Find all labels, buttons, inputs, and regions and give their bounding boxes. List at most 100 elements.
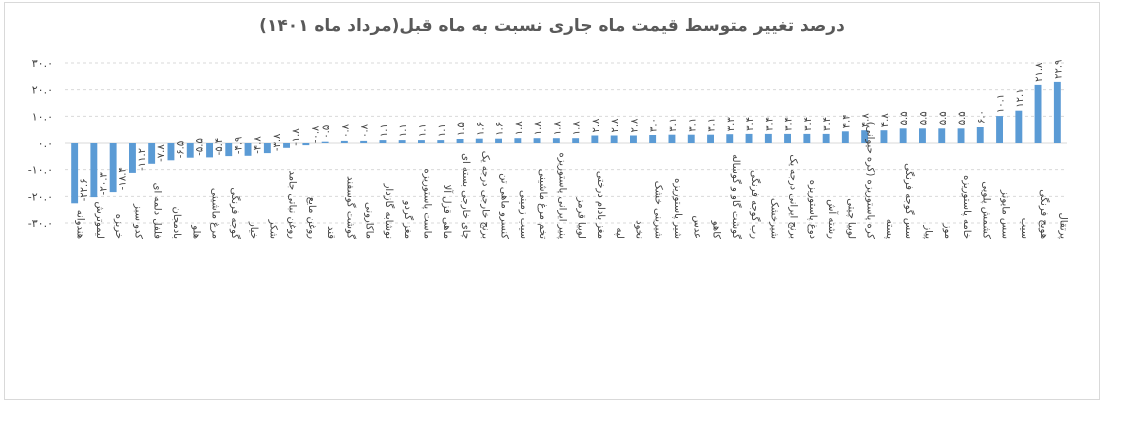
bar xyxy=(976,127,984,143)
category-label: لیموترش xyxy=(94,201,105,239)
bar xyxy=(109,143,117,193)
bar xyxy=(302,143,310,146)
category-label: خیار xyxy=(248,221,259,239)
category-label: نوشابه گازدار xyxy=(383,183,395,239)
bar xyxy=(745,133,753,143)
bar xyxy=(803,133,811,143)
bar-layer xyxy=(71,81,1061,204)
category-label: ماست پاستوریزه xyxy=(422,168,433,239)
category-label: لوبیا چیتی xyxy=(845,198,856,239)
category-label: عدس xyxy=(691,216,702,239)
category-label: گوشت گاو و گوساله xyxy=(730,154,742,239)
data-label: ۵.۵ xyxy=(919,111,930,125)
bar xyxy=(957,128,965,143)
data-label: -۵.۵ xyxy=(195,138,206,156)
bar xyxy=(225,143,233,157)
bar xyxy=(630,135,637,143)
data-label: ۱.۶ xyxy=(475,122,486,136)
data-label: ۲.۸ xyxy=(629,118,640,133)
bar xyxy=(360,140,368,143)
bar xyxy=(726,134,734,143)
y-tick-label: -۲۰.۰ xyxy=(28,190,53,203)
data-label: ۰.۸ xyxy=(340,123,351,138)
bar xyxy=(167,143,175,161)
bar xyxy=(610,135,618,143)
data-label: -۳.۸ xyxy=(272,133,283,151)
y-tick-label: -۳۰.۰ xyxy=(28,217,53,230)
category-label: برنج ایرانی درجه یک xyxy=(788,154,799,239)
data-label: ۶.۰ xyxy=(976,110,987,124)
data-label: -۱۸.۴ xyxy=(118,167,129,190)
data-label: ۱.۱ xyxy=(398,123,409,137)
data-label: ۳.۴ xyxy=(822,117,833,131)
bar xyxy=(514,138,522,143)
bar xyxy=(784,133,791,143)
bar xyxy=(899,128,907,143)
category-label: لوبیا قرمز xyxy=(576,197,587,239)
data-label: ۱.۱ xyxy=(437,123,448,137)
category-label: کنسرو ماهی تن xyxy=(499,173,510,239)
data-label: ۳.۱ xyxy=(707,118,718,132)
category-label: بادمجان xyxy=(171,207,182,240)
category-label: کدو سبز xyxy=(132,203,143,239)
data-label: ۳.۰ xyxy=(649,118,660,132)
data-label: -۴.۸ xyxy=(253,136,264,154)
category-label: خامه پاستوریزه xyxy=(961,175,972,239)
bar xyxy=(495,138,502,143)
bar xyxy=(321,141,329,143)
category-label: سس مایونز xyxy=(1000,189,1011,239)
category-label: کاهو xyxy=(711,220,722,239)
category-label: لپه xyxy=(614,228,625,239)
category-label: شیرینی خشک xyxy=(653,181,664,239)
bar xyxy=(418,140,425,143)
category-label: گوشت گوسفند xyxy=(344,176,356,239)
bar xyxy=(668,134,676,143)
category-label: فلفل دلمه ای xyxy=(152,183,163,240)
y-tick-label: -۱۰.۰ xyxy=(28,164,53,177)
category-label: روغن نباتی جامد xyxy=(287,170,298,239)
category-label: خربزه xyxy=(113,214,124,239)
data-label: ۰.۸ xyxy=(360,123,371,138)
bar xyxy=(1053,81,1061,143)
data-label: ۲۱.۸ xyxy=(1034,62,1045,82)
data-label: ۵.۵ xyxy=(899,111,910,125)
data-label: ۳.۱ xyxy=(668,118,679,132)
data-label: ۲.۸ xyxy=(591,118,602,133)
data-label: ۳.۱ xyxy=(687,118,698,132)
bar xyxy=(283,143,290,148)
data-label: ۳.۴ xyxy=(764,117,775,131)
category-label: مرغ ماشینی xyxy=(210,188,221,239)
bar xyxy=(938,128,946,143)
bar xyxy=(148,143,156,164)
data-label: ۱.۸ xyxy=(514,121,525,136)
bar xyxy=(340,140,348,143)
bar xyxy=(90,143,98,198)
bar xyxy=(475,138,483,143)
price-change-chart: درصد تغییر متوسط قیمت ماه جاری نسبت به م… xyxy=(28,16,1069,240)
bar xyxy=(707,134,714,143)
data-label: -۱.۸ xyxy=(291,128,302,146)
data-label: ۱.۱ xyxy=(379,123,390,137)
category-label: شیرخشک xyxy=(768,198,779,239)
data-label: ۳.۴ xyxy=(745,117,756,131)
bar xyxy=(1015,110,1023,143)
category-label: سیب xyxy=(1019,218,1030,239)
data-label: ۰.۵ xyxy=(321,125,332,139)
category-label: موز xyxy=(942,223,953,239)
category-label: شیر پاستوریزه xyxy=(672,178,683,239)
category-label: گوجه فرنگی xyxy=(229,187,241,239)
chart-frame: درصد تغییر متوسط قیمت ماه جاری نسبت به م… xyxy=(4,2,1100,400)
data-label: ۱۰.۱ xyxy=(996,94,1007,113)
bar xyxy=(764,133,772,143)
category-label: کره پاستوریزه (کره حیوانی) xyxy=(865,122,876,240)
category-label: مغز گردو xyxy=(402,200,414,239)
data-label: ۱.۱ xyxy=(418,123,429,137)
category-label: سس گوجه فرنگی xyxy=(903,163,915,239)
data-label: ۱.۶ xyxy=(495,122,506,136)
bar xyxy=(71,143,79,204)
data-label: -۷.۸ xyxy=(156,144,167,162)
category-label: هویج فرنگی xyxy=(1038,189,1050,239)
data-label: ۴.۸ xyxy=(880,113,891,128)
category-label: روغن مایع xyxy=(306,197,317,239)
data-label: ۱.۸ xyxy=(572,121,583,136)
